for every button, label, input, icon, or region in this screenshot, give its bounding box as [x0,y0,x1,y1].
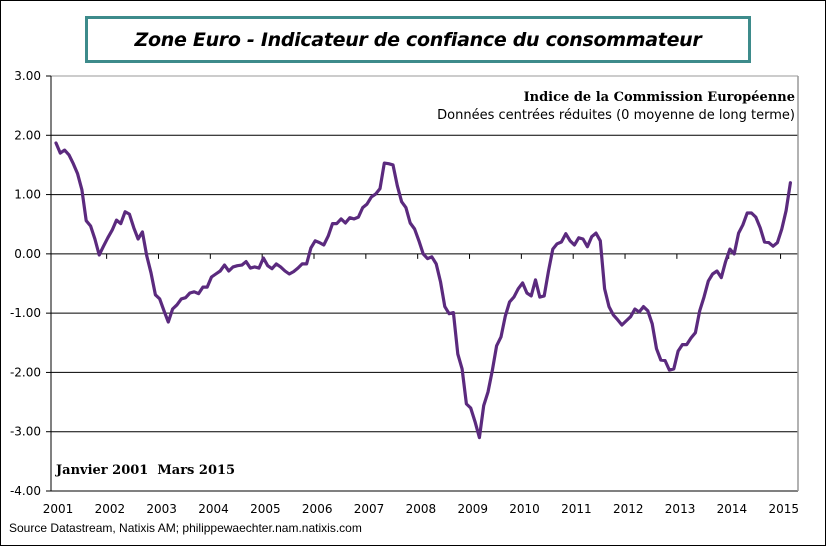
x-tick-label: 2006 [302,502,333,516]
period-label: Janvier 2001 Mars 2015 [55,463,235,478]
y-tick-label: -4.00 [10,484,41,498]
y-tick-label: 0.00 [14,247,41,261]
x-tick-label: 2001 [43,502,74,516]
y-axis-ticks: 3.00 2.00 1.00 0.00 -1.00 -2.00 -3.00 -4.00 [10,69,51,498]
y-tick-label: -1.00 [10,306,41,320]
chart-title: Zone Euro - Indicateur de confiance du c… [134,28,702,51]
x-tick-label: 2015 [768,502,799,516]
x-tick-label: 2004 [198,502,229,516]
y-tick-label: 3.00 [14,69,41,83]
x-tick-label: 2011 [561,502,592,516]
y-tick-label: -2.00 [10,365,41,379]
x-tick-label: 2012 [613,502,644,516]
x-tick-label: 2003 [146,502,177,516]
x-tick-label: 2008 [406,502,437,516]
x-tick-label: 2002 [95,502,126,516]
y-tick-label: -3.00 [10,425,41,439]
x-tick-label: 2013 [665,502,696,516]
subtitle-description: Données centrées réduites (0 moyenne de … [437,108,795,123]
title-box: Zone Euro - Indicateur de confiance du c… [85,16,751,63]
y-tick-label: 2.00 [14,128,41,142]
y-tick-label: 1.00 [14,188,41,202]
x-tick-label: 2007 [354,502,385,516]
x-axis-ticks: 2001 2002 2003 2004 2005 2006 2007 2008 2009 2010… [43,253,799,516]
series-line [54,141,792,440]
x-tick-label: 2014 [717,502,748,516]
x-tick-label: 2009 [457,502,488,516]
x-tick-label: 2005 [250,502,281,516]
source-note: Source Datastream, Natixis AM; philippew… [9,521,362,535]
x-tick-label: 2010 [509,502,540,516]
gridlines [51,75,798,492]
subtitle-index: Indice de la Commission Européenne [524,90,795,105]
